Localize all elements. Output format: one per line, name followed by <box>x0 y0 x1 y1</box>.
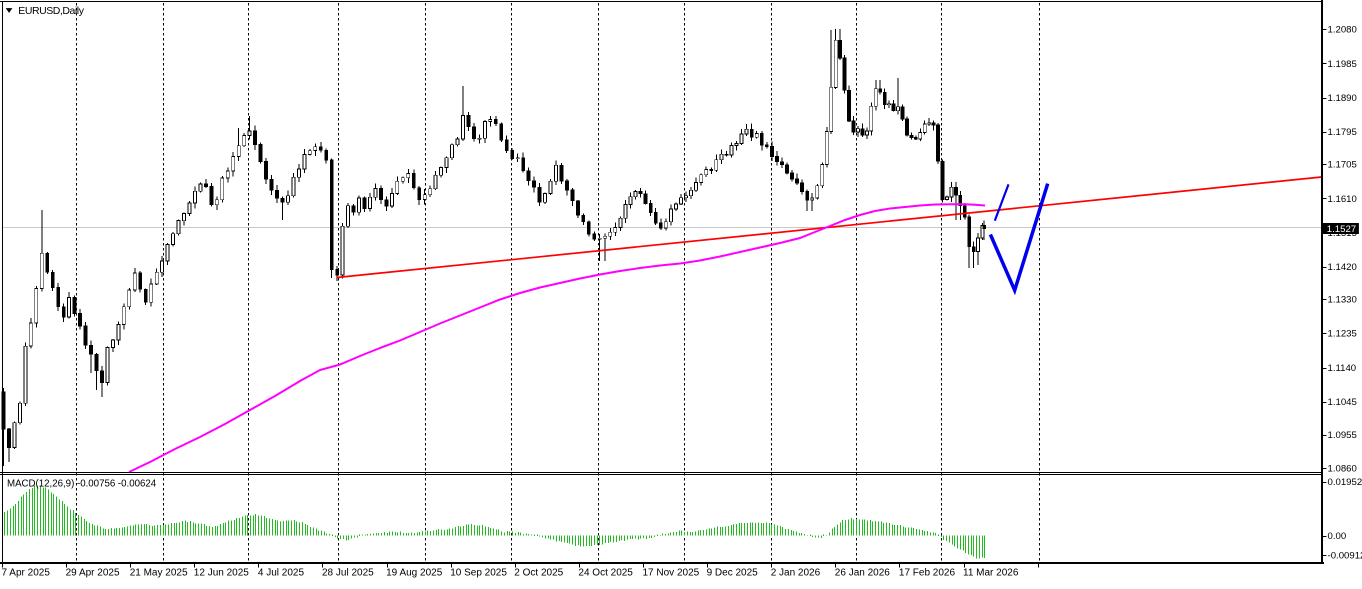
svg-text:4 Jul 2025: 4 Jul 2025 <box>258 568 305 579</box>
svg-text:EURUSD,Daily: EURUSD,Daily <box>18 5 84 17</box>
svg-text:1.1527: 1.1527 <box>1327 224 1356 235</box>
svg-text:1.0860: 1.0860 <box>1328 464 1357 475</box>
svg-text:1.1610: 1.1610 <box>1328 194 1357 205</box>
svg-text:1.1890: 1.1890 <box>1328 93 1357 104</box>
svg-text:1.1330: 1.1330 <box>1328 295 1357 306</box>
svg-text:1.1235: 1.1235 <box>1328 329 1357 340</box>
svg-text:9 Dec 2025: 9 Dec 2025 <box>707 568 759 579</box>
svg-text:0.01952: 0.01952 <box>1328 477 1362 488</box>
svg-text:24 Oct 2025: 24 Oct 2025 <box>578 568 633 579</box>
svg-text:-0.00912: -0.00912 <box>1328 551 1362 562</box>
svg-text:11 Mar 2026: 11 Mar 2026 <box>963 568 1019 579</box>
svg-text:29 Apr 2025: 29 Apr 2025 <box>66 568 120 579</box>
svg-text:2 Oct 2025: 2 Oct 2025 <box>514 568 563 579</box>
svg-text:26 Jan 2026: 26 Jan 2026 <box>835 568 890 579</box>
svg-text:1.0955: 1.0955 <box>1328 430 1357 441</box>
svg-text:7 Apr 2025: 7 Apr 2025 <box>2 568 51 579</box>
svg-text:12 Jun 2025: 12 Jun 2025 <box>194 568 249 579</box>
svg-text:1.1045: 1.1045 <box>1328 397 1357 408</box>
svg-text:1.1985: 1.1985 <box>1328 59 1357 70</box>
svg-text:1.1420: 1.1420 <box>1328 262 1357 273</box>
svg-text:1.1795: 1.1795 <box>1328 127 1357 138</box>
svg-text:10 Sep 2025: 10 Sep 2025 <box>450 568 507 579</box>
svg-text:17 Nov 2025: 17 Nov 2025 <box>643 568 700 579</box>
svg-text:1.1705: 1.1705 <box>1328 160 1357 171</box>
svg-text:1.1140: 1.1140 <box>1328 363 1357 374</box>
svg-text:1.2080: 1.2080 <box>1328 25 1357 36</box>
svg-text:21 May 2025: 21 May 2025 <box>130 568 188 579</box>
svg-text:2 Jan 2026: 2 Jan 2026 <box>771 568 821 579</box>
svg-text:28 Jul 2025: 28 Jul 2025 <box>322 568 374 579</box>
svg-text:19 Aug 2025: 19 Aug 2025 <box>386 568 443 579</box>
svg-text:0.00: 0.00 <box>1328 531 1347 542</box>
svg-text:MACD(12,26,9) -0.00756 -0.0062: MACD(12,26,9) -0.00756 -0.00624 <box>7 479 157 490</box>
svg-text:17 Feb 2026: 17 Feb 2026 <box>899 568 956 579</box>
